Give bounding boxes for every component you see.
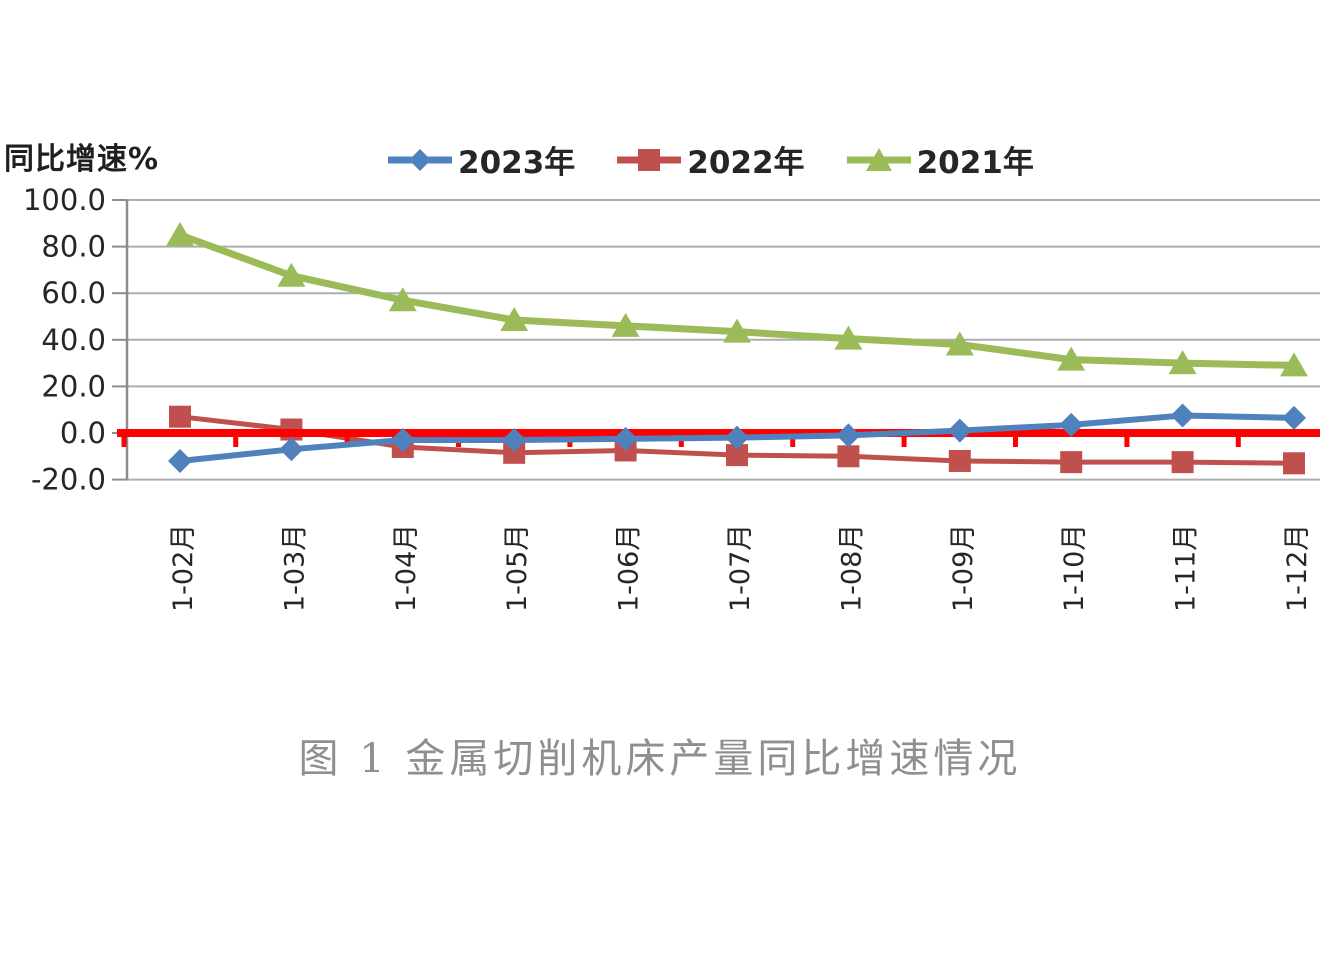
- y-tick-label: 40.0: [41, 323, 106, 357]
- x-category-label: 1-09月: [948, 524, 979, 612]
- square-marker: [1283, 452, 1305, 475]
- square-marker: [503, 441, 526, 464]
- diamond-marker: [1170, 403, 1195, 428]
- triangle-marker: [611, 312, 640, 337]
- x-category-label: 1-05月: [502, 524, 533, 612]
- y-tick-label: 80.0: [41, 230, 106, 264]
- x-category-label: 1-08月: [836, 524, 867, 612]
- diamond-marker: [836, 423, 861, 448]
- legend-label: 2023年: [458, 145, 576, 181]
- triangle-marker: [277, 262, 306, 287]
- x-category-label: 1-06月: [614, 524, 645, 612]
- x-category-label: 1-04月: [391, 524, 422, 612]
- y-tick-label: 0.0: [60, 416, 106, 450]
- y-axis-title: 同比增速%: [4, 142, 160, 177]
- triangle-marker: [1280, 352, 1308, 377]
- square-marker: [726, 444, 748, 467]
- diamond-legend-icon: [388, 148, 452, 171]
- diamond-marker: [1282, 405, 1306, 430]
- legend-item-2023年: 2023年: [388, 137, 575, 182]
- x-category-label: 1-12月: [1282, 524, 1313, 612]
- y-tick-label: 100.0: [23, 183, 106, 217]
- y-tick-label: 20.0: [41, 369, 106, 403]
- y-tick-label: -20.0: [31, 463, 106, 497]
- triangle-marker: [945, 331, 974, 356]
- triangle-marker: [388, 287, 417, 312]
- diamond-marker: [168, 448, 192, 473]
- chart-caption: 图 1 金属切削机床产量同比增速情况: [298, 736, 1022, 782]
- diamond-marker: [279, 437, 304, 462]
- y-tick-label: 60.0: [41, 276, 106, 310]
- triangle-marker: [1057, 346, 1086, 371]
- diamond-marker: [947, 418, 972, 443]
- diamond-marker: [613, 426, 638, 451]
- series-line-2021年: [178, 231, 1295, 369]
- legend-label: 2022年: [687, 145, 805, 181]
- triangle-marker: [166, 221, 194, 246]
- diamond-marker: [390, 427, 415, 452]
- square-marker: [1171, 451, 1194, 474]
- triangle-marker: [834, 325, 863, 350]
- square-marker: [948, 449, 971, 472]
- diamond-marker: [725, 425, 749, 450]
- triangle-legend-icon: [846, 147, 911, 171]
- square-marker: [169, 405, 191, 428]
- square-marker: [1060, 451, 1083, 474]
- x-category-label: 1-11月: [1171, 524, 1202, 612]
- diamond-marker: [1059, 412, 1084, 437]
- legend: 2023年 2022年 2021年: [388, 137, 1034, 182]
- legend-item-2022年: 2022年: [617, 137, 805, 182]
- x-category-label: 1-02月: [168, 524, 199, 612]
- x-category-label: 1-07月: [725, 524, 756, 612]
- legend-item-2021年: 2021年: [846, 137, 1034, 182]
- legend-label: 2021年: [916, 145, 1034, 181]
- plot-area: 100.0 80.0 60.0 40.0 20.0 0.0 -20.0 1-02月 1-03月 1…: [23, 183, 1320, 612]
- triangle-marker: [723, 318, 751, 343]
- square-legend-icon: [617, 148, 682, 171]
- x-category-label: 1-10月: [1059, 524, 1090, 612]
- triangle-marker: [500, 306, 529, 331]
- x-category-label: 1-03月: [279, 524, 310, 612]
- diamond-marker: [502, 427, 527, 452]
- triangle-marker: [1168, 350, 1197, 375]
- square-marker: [837, 445, 860, 468]
